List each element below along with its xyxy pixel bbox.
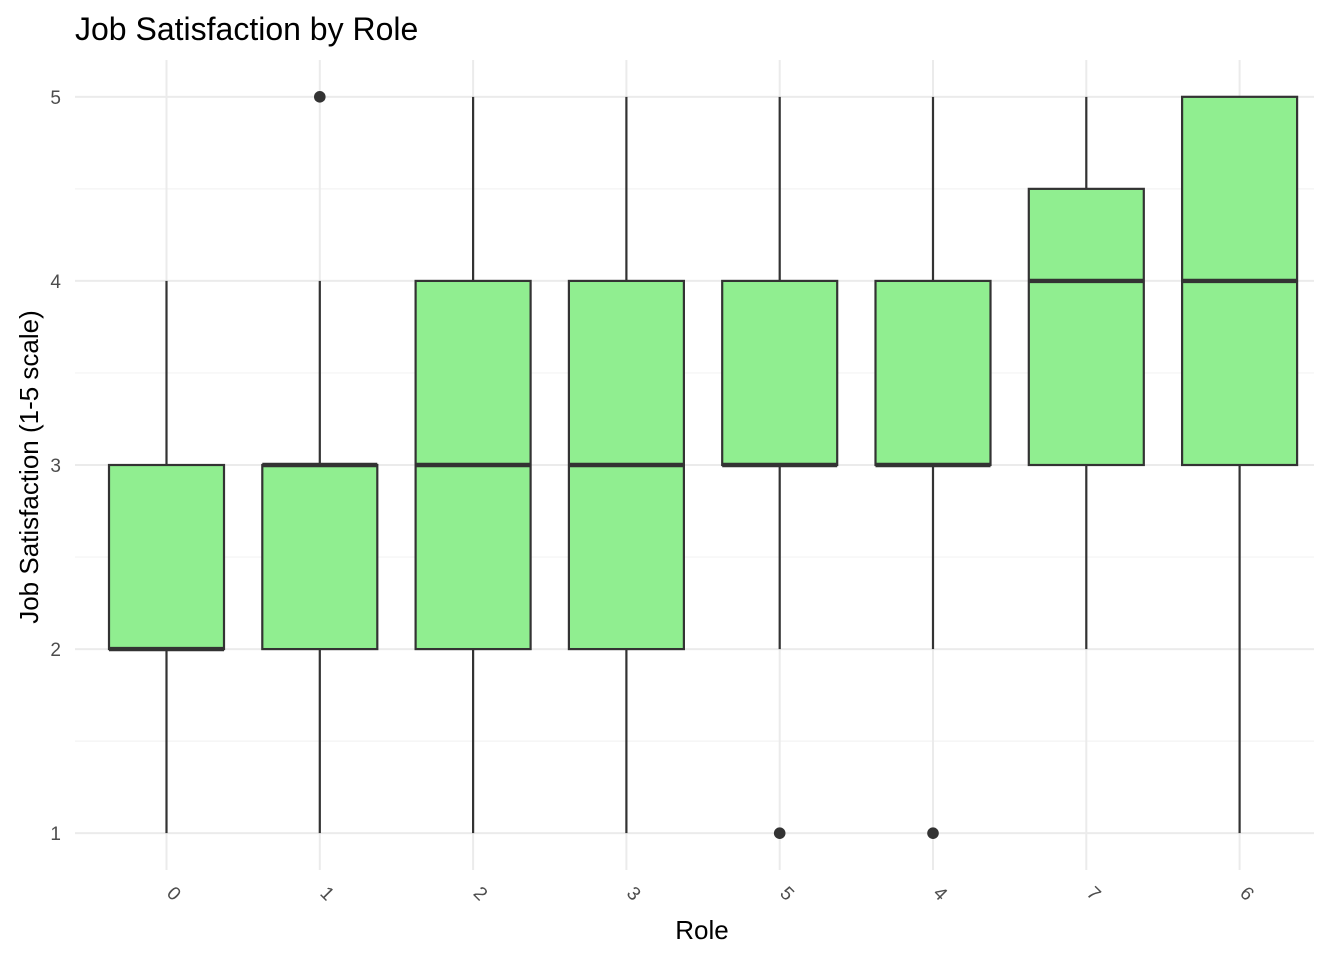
outlier-point	[927, 827, 939, 839]
x-axis-title: Role	[675, 915, 728, 945]
box-role-4	[874, 96, 992, 839]
box-iqr	[261, 463, 379, 651]
x-tick-label: 3	[622, 883, 644, 905]
box-iqr	[721, 279, 839, 467]
box-role-2	[414, 96, 532, 834]
outlier-point	[773, 827, 786, 839]
box-role-0	[107, 280, 226, 834]
y-tick-label: 3	[50, 456, 61, 477]
y-axis-title: Job Satisfaction (1-5 scale)	[14, 310, 44, 624]
y-tick-label: 2	[50, 640, 61, 661]
x-tick-label: 4	[929, 883, 952, 906]
x-tick-label: 2	[469, 883, 491, 905]
y-tick-label: 5	[50, 88, 61, 109]
box-role-6	[1180, 95, 1299, 834]
box-role-7	[1027, 96, 1145, 650]
x-tick-label: 0	[162, 883, 184, 905]
boxplot-series	[107, 91, 1299, 839]
x-tick-label: 5	[775, 883, 797, 905]
y-tick-label: 1	[50, 824, 61, 845]
x-tick-label: 7	[1082, 883, 1104, 905]
box-iqr	[107, 463, 226, 651]
box-role-3	[567, 96, 686, 834]
box-iqr	[874, 279, 992, 467]
box-iqr	[1027, 187, 1145, 467]
x-tick-label: 6	[1235, 883, 1257, 905]
box-role-1	[261, 91, 379, 834]
box-role-5	[721, 96, 839, 839]
chart-title: Job Satisfaction by Role	[75, 11, 418, 47]
outlier-point	[314, 91, 326, 103]
y-tick-label: 4	[50, 272, 61, 293]
x-tick-label: 1	[316, 883, 338, 905]
